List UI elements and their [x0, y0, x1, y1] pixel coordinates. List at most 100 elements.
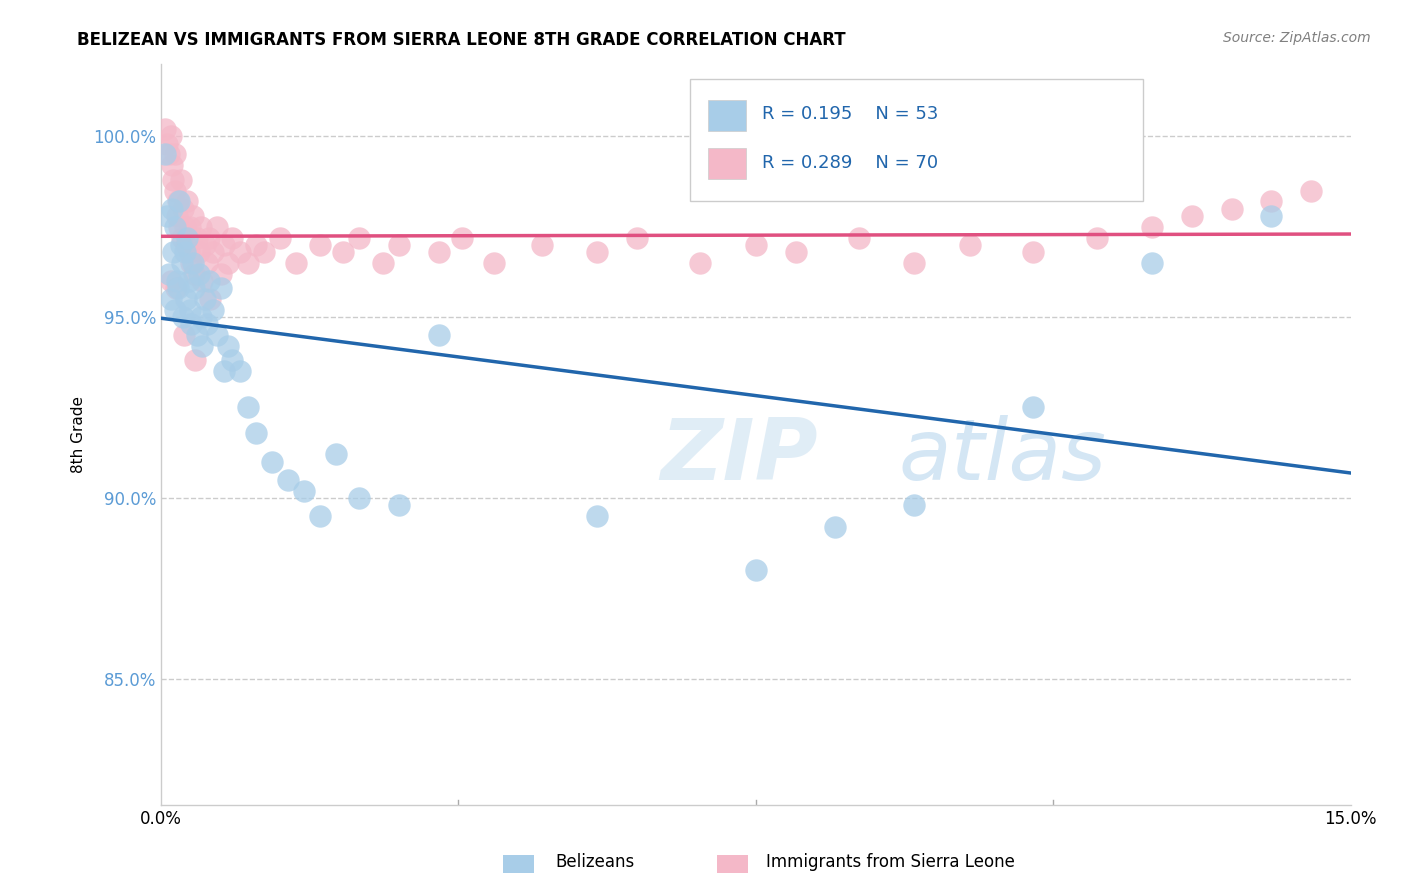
Point: [1085, 230, 1108, 244]
Point: [217, 339, 239, 353]
Point: [172, 202, 194, 216]
Point: [177, 274, 200, 288]
Point: [195, 318, 218, 332]
Point: [848, 230, 870, 244]
Point: [170, 237, 193, 252]
Point: [586, 508, 609, 523]
Point: [205, 328, 228, 343]
Point: [626, 230, 648, 244]
Point: [349, 230, 371, 244]
Point: [176, 230, 198, 244]
Point: [325, 447, 347, 461]
Point: [163, 147, 186, 161]
Point: [245, 425, 267, 440]
FancyBboxPatch shape: [690, 78, 1143, 202]
Point: [190, 219, 212, 234]
Point: [180, 256, 202, 270]
Point: [201, 302, 224, 317]
Point: [153, 147, 176, 161]
Point: [427, 245, 450, 260]
Point: [201, 245, 224, 260]
Point: [173, 245, 195, 260]
Text: atlas: atlas: [898, 416, 1107, 499]
Point: [388, 237, 411, 252]
Point: [165, 219, 187, 234]
Bar: [709, 148, 747, 179]
Text: R = 0.195    N = 53: R = 0.195 N = 53: [762, 104, 938, 123]
Point: [388, 498, 411, 512]
Point: [183, 281, 205, 295]
Point: [156, 136, 179, 151]
Point: [160, 274, 183, 288]
Point: [745, 237, 768, 252]
Point: [195, 256, 218, 270]
Point: [186, 328, 208, 343]
Point: [689, 256, 711, 270]
Point: [153, 122, 176, 136]
Point: [1142, 256, 1164, 270]
Point: [160, 202, 183, 216]
Point: [221, 230, 243, 244]
Point: [349, 491, 371, 505]
Point: [371, 256, 394, 270]
Point: [1022, 245, 1045, 260]
Point: [169, 219, 191, 234]
Point: [156, 209, 179, 223]
Point: [157, 147, 180, 161]
Point: [308, 237, 330, 252]
Point: [308, 508, 330, 523]
Point: [176, 292, 198, 306]
Point: [166, 274, 188, 288]
Point: [292, 483, 315, 498]
Point: [214, 364, 236, 378]
Text: BELIZEAN VS IMMIGRANTS FROM SIERRA LEONE 8TH GRADE CORRELATION CHART: BELIZEAN VS IMMIGRANTS FROM SIERRA LEONE…: [77, 31, 846, 49]
Point: [162, 172, 184, 186]
Point: [184, 353, 207, 368]
Point: [162, 245, 184, 260]
Point: [209, 267, 232, 281]
Point: [221, 353, 243, 368]
Point: [451, 230, 474, 244]
Point: [284, 256, 307, 270]
Point: [188, 245, 211, 260]
Point: [586, 245, 609, 260]
Point: [157, 267, 180, 281]
Point: [179, 302, 201, 317]
Point: [200, 292, 222, 306]
Point: [1022, 401, 1045, 415]
Point: [186, 230, 208, 244]
Point: [173, 219, 195, 234]
Point: [183, 267, 205, 281]
Point: [181, 209, 204, 223]
Bar: [709, 100, 747, 131]
Text: ZIP: ZIP: [661, 416, 818, 499]
Point: [172, 256, 194, 270]
Point: [214, 237, 236, 252]
Point: [197, 274, 219, 288]
Point: [160, 158, 183, 172]
Point: [1260, 194, 1282, 209]
Point: [262, 455, 284, 469]
Point: [824, 520, 846, 534]
Point: [1299, 184, 1322, 198]
Point: [194, 292, 217, 306]
Point: [191, 274, 214, 288]
Point: [269, 230, 291, 244]
Point: [238, 256, 260, 270]
Point: [332, 245, 354, 260]
Point: [229, 245, 252, 260]
Point: [959, 237, 981, 252]
Text: Source: ZipAtlas.com: Source: ZipAtlas.com: [1223, 31, 1371, 45]
Point: [173, 328, 195, 343]
Point: [176, 237, 198, 252]
Point: [169, 194, 191, 209]
Point: [159, 292, 181, 306]
Point: [229, 364, 252, 378]
Point: [530, 237, 553, 252]
Point: [903, 498, 925, 512]
Point: [745, 563, 768, 577]
Point: [170, 172, 193, 186]
Point: [277, 473, 299, 487]
Point: [163, 302, 186, 317]
Point: [188, 267, 211, 281]
